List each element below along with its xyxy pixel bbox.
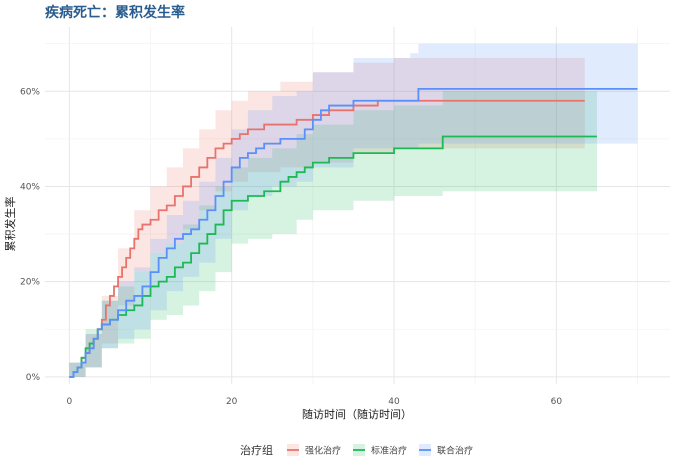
- y-tick-label: 40%: [20, 182, 40, 192]
- x-tick-label: 40: [388, 397, 400, 407]
- x-axis-title: 随访时间（随访时间）: [302, 407, 412, 421]
- legend-label-2: 标准治疗: [371, 445, 407, 457]
- x-tick-label: 20: [226, 397, 238, 407]
- y-tick-label: 0%: [26, 373, 41, 383]
- legend-label-3: 联合治疗: [437, 445, 473, 457]
- y-tick-label: 60%: [20, 87, 40, 97]
- grid: [45, 27, 670, 384]
- y-axis-title: 累积发生率: [3, 197, 17, 252]
- legend-label-1: 强化治疗: [305, 445, 341, 457]
- legend-title: 治疗组: [240, 443, 273, 457]
- confidence-band-2: [69, 91, 597, 377]
- series-line-3: [69, 87, 638, 378]
- confidence-bands: [69, 43, 638, 377]
- x-axis-ticks: 0 20 40 60: [66, 397, 562, 407]
- y-axis-ticks: 0% 20% 40% 60%: [20, 87, 40, 383]
- chart-title: 疾病死亡：累积发生率: [45, 4, 185, 21]
- confidence-band-1: [69, 57, 585, 377]
- y-tick-label: 20%: [20, 278, 40, 288]
- x-tick-label: 60: [551, 397, 563, 407]
- series-lines: [69, 87, 638, 378]
- legend: 治疗组 强化治疗 标准治疗 联合治疗: [240, 443, 473, 457]
- confidence-band-3: [69, 43, 638, 377]
- x-tick-label: 0: [66, 397, 72, 407]
